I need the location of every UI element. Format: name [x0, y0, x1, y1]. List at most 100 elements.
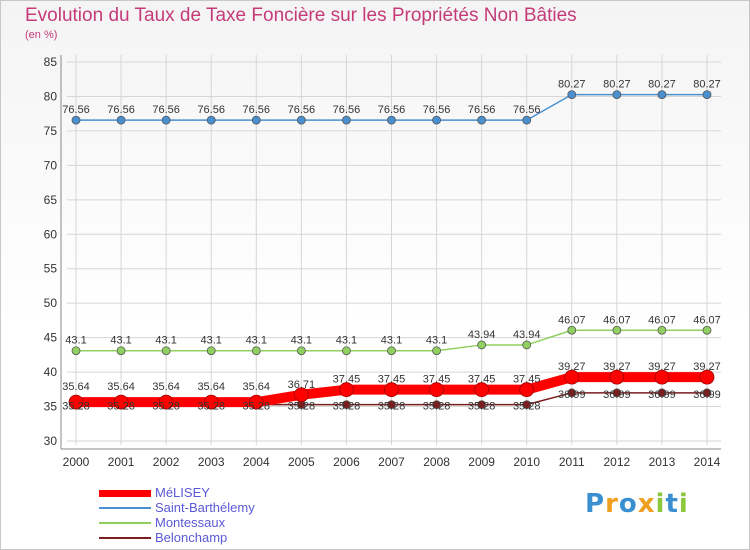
data-label: 76.56	[62, 104, 90, 116]
data-point	[251, 115, 261, 125]
data-point	[342, 115, 351, 125]
data-point	[116, 115, 126, 125]
x-tick-label: 2002	[153, 455, 180, 469]
data-point	[296, 115, 306, 125]
data-label: 35.28	[513, 401, 541, 413]
data-point	[432, 400, 441, 410]
y-tick-label: 75	[44, 124, 58, 138]
data-label: 43.94	[468, 329, 496, 341]
data-label: 80.27	[693, 79, 721, 91]
data-label: 35.28	[62, 401, 90, 413]
data-label: 37.45	[378, 374, 406, 386]
y-tick-label: 30	[44, 434, 58, 448]
data-label: 43.1	[381, 335, 402, 347]
data-point	[522, 340, 532, 350]
brand-letter: r	[605, 489, 619, 519]
data-label: 35.28	[423, 401, 451, 413]
data-point	[68, 394, 84, 410]
data-point	[567, 90, 577, 99]
data-point	[612, 388, 622, 398]
data-label: 36.71	[288, 379, 316, 391]
data-point	[293, 387, 309, 403]
data-label: 46.07	[603, 314, 631, 326]
data-point	[116, 346, 126, 356]
data-point	[251, 346, 261, 356]
data-label: 37.45	[333, 374, 361, 386]
data-point	[342, 400, 351, 410]
data-label: 35.28	[378, 401, 406, 413]
data-point	[161, 346, 171, 356]
data-label: 39.27	[558, 361, 586, 373]
data-label: 35.28	[288, 401, 316, 413]
data-point	[609, 369, 625, 385]
data-label: 36.99	[603, 389, 631, 401]
data-label: 35.28	[243, 401, 271, 413]
brand-letter: o	[618, 489, 638, 519]
data-label: 35.64	[107, 381, 135, 393]
data-label: 80.27	[603, 79, 631, 91]
legend-swatch-montessaux	[99, 522, 151, 524]
data-label: 43.1	[336, 335, 357, 347]
data-label: 35.64	[152, 381, 180, 393]
legend-item-melisey: MéLISEY	[99, 485, 359, 501]
data-label: 76.56	[468, 104, 496, 116]
data-label: 35.28	[197, 401, 225, 413]
legend-label-melisey: MéLISEY	[155, 485, 210, 500]
x-tick-label: 2001	[108, 455, 135, 469]
x-tick-label: 2013	[649, 455, 676, 469]
data-label: 35.64	[243, 381, 271, 393]
brand-letter: i	[655, 489, 666, 519]
data-point	[71, 115, 81, 125]
brand-letter: P	[585, 489, 606, 519]
y-tick-label: 85	[44, 55, 58, 69]
y-tick-label: 40	[44, 365, 58, 379]
data-label: 43.1	[426, 335, 447, 347]
brand-letter: i	[678, 489, 689, 519]
x-tick-label: 2000	[63, 455, 90, 469]
data-label: 35.28	[333, 401, 361, 413]
data-label: 43.1	[291, 335, 312, 347]
data-label: 43.1	[110, 335, 131, 347]
data-point	[387, 346, 396, 356]
y-tick-label: 45	[44, 331, 58, 345]
data-label: 35.64	[62, 381, 90, 393]
data-point	[339, 382, 354, 398]
data-point	[113, 394, 129, 410]
data-point	[429, 382, 444, 398]
data-label: 76.56	[288, 104, 316, 116]
data-point	[612, 325, 622, 335]
data-label: 76.56	[513, 104, 541, 116]
data-point	[702, 90, 712, 99]
data-point	[342, 346, 351, 356]
data-point	[71, 346, 81, 356]
data-label: 36.99	[648, 389, 676, 401]
brand-letter: t	[665, 489, 679, 519]
data-point	[387, 400, 396, 410]
data-label: 43.1	[246, 335, 267, 347]
data-label: 43.1	[155, 335, 176, 347]
data-point	[612, 90, 622, 99]
data-point	[522, 115, 532, 125]
y-tick-label: 55	[44, 262, 58, 276]
brand-logo: Proxiti	[585, 489, 689, 519]
data-label: 39.27	[648, 361, 676, 373]
data-point	[384, 382, 399, 398]
data-label: 76.56	[107, 104, 135, 116]
data-point	[567, 325, 577, 335]
data-label: 37.45	[513, 374, 541, 386]
data-point	[702, 388, 712, 398]
x-tick-label: 2014	[694, 455, 721, 469]
data-point	[477, 400, 487, 410]
data-point	[699, 369, 715, 385]
data-label: 46.07	[693, 314, 721, 326]
data-point	[474, 382, 490, 398]
data-label: 36.99	[693, 389, 721, 401]
data-label: 80.27	[648, 79, 676, 91]
data-point	[657, 90, 667, 99]
data-label: 76.56	[423, 104, 451, 116]
data-point	[248, 394, 264, 410]
data-point	[206, 346, 216, 356]
data-label: 46.07	[558, 314, 586, 326]
data-point	[477, 340, 487, 350]
